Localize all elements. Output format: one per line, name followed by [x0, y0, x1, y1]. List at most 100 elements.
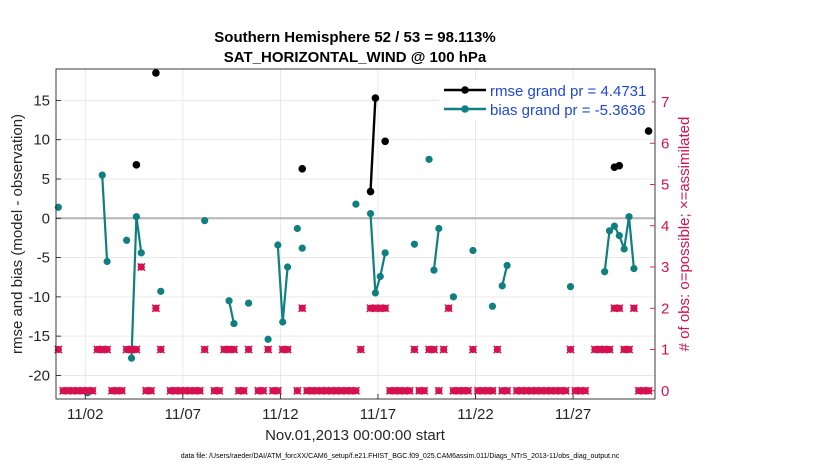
obs-layer	[54, 262, 653, 395]
bias-point	[352, 200, 360, 208]
obs-assimilated-point	[380, 304, 390, 313]
bias-point	[615, 231, 623, 240]
bias-point	[298, 244, 306, 252]
rmse-point	[644, 127, 653, 135]
rmse-line	[369, 98, 377, 192]
obs-assimilated-point	[605, 345, 614, 354]
bias-point	[601, 268, 609, 276]
y-tick-label: 15	[33, 92, 50, 109]
chart-title: Southern Hemisphere 52 / 53 = 98.113%	[214, 29, 495, 46]
y2-axis-label: # of obs: o=possible; ×=assimilated	[676, 117, 693, 352]
obs-assimilated-point	[644, 386, 653, 395]
x-tick-label: 11/22	[457, 406, 493, 423]
bias-point	[225, 297, 233, 305]
bias-point	[381, 249, 389, 257]
bias-point	[54, 203, 62, 211]
obs-marker	[380, 304, 390, 313]
legend-marker	[461, 105, 469, 113]
bias-point	[157, 287, 165, 295]
bias-line	[101, 175, 109, 262]
obs-marker	[488, 386, 497, 395]
obs-marker	[156, 345, 165, 354]
data-file-footnote: data file: /Users/raeder/DAI/ATM_forcXX/…	[181, 453, 620, 460]
rmse-point	[371, 94, 380, 102]
obs-marker	[283, 345, 292, 354]
obs-assimilated-point	[259, 386, 268, 395]
bias-point	[98, 171, 106, 179]
y2-tick-label: 4	[661, 218, 669, 235]
bias-point	[371, 289, 380, 297]
obs-marker	[561, 386, 570, 395]
bias-point	[230, 319, 238, 328]
obs-assimilated-point	[444, 304, 453, 313]
obs-marker	[410, 345, 419, 354]
obs-assimilated-point	[356, 345, 365, 354]
obs-marker	[434, 386, 443, 395]
obs-marker	[239, 386, 248, 395]
y2-tick-label: 1	[661, 342, 669, 359]
obs-assimilated-point	[244, 345, 253, 354]
obs-marker	[615, 304, 624, 313]
bias-point	[274, 241, 282, 249]
chart-subtitle: SAT_HORIZONTAL_WIND @ 100 hPa	[224, 49, 487, 66]
y-tick-label: -5	[37, 250, 50, 267]
bias-line	[369, 213, 387, 294]
obs-marker	[244, 345, 253, 354]
obs-assimilated-point	[239, 386, 248, 395]
obs-marker	[200, 345, 209, 354]
obs-assimilated-point	[439, 345, 448, 354]
obs-marker	[624, 345, 634, 354]
obs-marker	[502, 386, 512, 395]
bias-point	[469, 246, 477, 255]
obs-marker	[293, 386, 302, 395]
obs-marker	[566, 345, 575, 354]
bias-point	[435, 224, 443, 233]
obs-marker	[463, 386, 473, 395]
y2-axis: 0 1 2 3 4 5 6 7	[650, 94, 669, 400]
obs-assimilated-point	[410, 345, 419, 354]
bias-point	[566, 283, 575, 291]
y-tick-label: -20	[28, 367, 50, 384]
bias-line	[228, 300, 235, 324]
obs-marker	[259, 386, 268, 395]
bias-point	[201, 217, 209, 225]
y-tick-label: 10	[33, 132, 50, 149]
obs-assimilated-point	[351, 386, 361, 395]
bias-point	[293, 224, 301, 233]
obs-assimilated-point	[502, 386, 512, 395]
obs-marker	[195, 386, 204, 395]
obs-assimilated-point	[117, 386, 126, 395]
legend: rmse grand pr = 4.4731 bias grand pr = -5…	[440, 80, 652, 120]
x-tick-label: 11/07	[165, 406, 201, 423]
bias-point	[449, 293, 458, 301]
legend-marker	[461, 86, 469, 94]
obs-assimilated-point	[263, 345, 273, 354]
obs-marker	[151, 304, 161, 313]
obs-marker	[351, 386, 361, 395]
y-tick-label: 0	[42, 210, 50, 227]
rmse-point	[132, 161, 141, 169]
obs-assimilated-point	[463, 386, 473, 395]
bias-point	[279, 318, 287, 326]
obs-marker	[429, 345, 439, 354]
bias-point	[103, 257, 111, 266]
rmse-point	[366, 187, 375, 196]
obs-marker	[263, 345, 273, 354]
obs-assimilated-point	[429, 345, 439, 354]
bias-point	[376, 272, 384, 281]
obs-marker	[215, 386, 224, 395]
y2-tick-label: 2	[661, 300, 669, 317]
bias-point	[610, 222, 619, 230]
obs-marker	[273, 386, 283, 395]
bias-point	[425, 155, 433, 163]
obs-assimilated-point	[405, 386, 414, 395]
obs-assimilated-point	[580, 386, 590, 395]
obs-assimilated-point	[566, 345, 575, 354]
obs-assimilated-point	[420, 386, 429, 395]
bias-point	[498, 282, 506, 290]
x-tick-label: 11/17	[360, 406, 396, 423]
obs-marker	[493, 345, 502, 354]
obs-marker	[88, 386, 97, 395]
obs-assimilated-point	[229, 345, 239, 354]
